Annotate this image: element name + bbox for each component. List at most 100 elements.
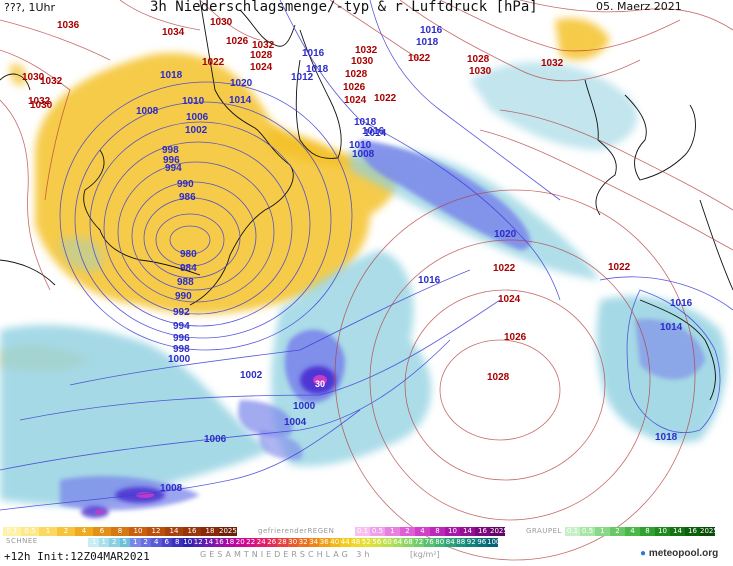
isobar-label-1002: 1002 <box>240 370 263 381</box>
legend-cell: .1 <box>88 538 99 547</box>
legend-cell: 72 <box>413 538 424 547</box>
isobar-label-1014: 1014 <box>229 95 252 106</box>
isobar-label-1010: 1010 <box>349 140 372 151</box>
legend-cell: 0.1 <box>355 527 370 536</box>
isobar-label-994: 994 <box>173 321 190 332</box>
legend-cell: 48 <box>350 538 361 547</box>
isobar-label-1030: 1030 <box>210 17 233 28</box>
legend-unit: [kg/m²] <box>410 550 440 559</box>
legend-cell: 8 <box>111 527 129 536</box>
legend-cell: 20 <box>235 538 246 547</box>
isobar-label-1006: 1006 <box>186 112 209 123</box>
isobar-label-1024: 1024 <box>498 294 521 305</box>
isobar-label-1028: 1028 <box>487 372 510 383</box>
isobar-label-1022: 1022 <box>408 53 431 64</box>
legend-cell: 4 <box>625 527 640 536</box>
precip-max-label: 30 <box>315 379 325 389</box>
coastlines <box>0 0 733 401</box>
isobar-label-1032: 1032 <box>355 45 378 56</box>
isobar-label-996: 996 <box>163 155 180 166</box>
header-model-run: ???, 1Uhr <box>4 1 56 14</box>
isobar-label-1032: 1032 <box>541 58 564 69</box>
init-time: +12h Init:12Z04MAR2021 <box>4 550 150 563</box>
isobar-label-1022: 1022 <box>202 57 225 68</box>
legend-freezing-label: gefrierenderREGEN <box>258 527 335 535</box>
meteopool-logo[interactable]: ● meteopool.org <box>640 548 719 559</box>
legend-cell: 32 <box>298 538 309 547</box>
legend-cell: 8 <box>430 527 445 536</box>
isobar-label-1000: 1000 <box>293 401 316 412</box>
legend-cell: 14 <box>670 527 685 536</box>
legend-cell: 18 <box>201 527 219 536</box>
legend-cell: 16 <box>475 527 490 536</box>
isobar-label-1014: 1014 <box>364 128 387 139</box>
isobar-label-990: 990 <box>175 291 192 302</box>
legend-cell: 18 <box>224 538 235 547</box>
legend-cell: 24 <box>256 538 267 547</box>
isobar-label-1026: 1026 <box>504 332 527 343</box>
legend-cell: 44 <box>340 538 351 547</box>
isobar-label-1030: 1030 <box>22 72 45 83</box>
legend-cell: 6 <box>93 527 111 536</box>
legend-cell: 36 <box>319 538 330 547</box>
isobar-label-1028: 1028 <box>467 54 490 65</box>
legend-cell: 14 <box>165 527 183 536</box>
legend-cell: 28 <box>277 538 288 547</box>
globe-icon: ● <box>640 548 647 559</box>
legend-cell: 40 <box>329 538 340 547</box>
isobar-label-1034: 1034 <box>162 27 185 38</box>
header-date: 05. Maerz 2021 <box>596 0 682 13</box>
isobar-label-1018: 1018 <box>160 70 183 81</box>
legend-cell: 92 <box>466 538 477 547</box>
legend-cell: 0.1 <box>3 527 21 536</box>
isobar-label-1006: 1006 <box>204 434 227 445</box>
isobar-label-1032: 1032 <box>40 76 63 87</box>
isobar-label-1008: 1008 <box>352 149 375 160</box>
legend-cell: 14 <box>203 538 214 547</box>
isobar-label-1030: 1030 <box>351 56 374 67</box>
legend-cell: 1 <box>130 538 141 547</box>
isobar-label-990: 990 <box>177 179 194 190</box>
isobar-label-988: 988 <box>177 277 194 288</box>
legend-cell: 8 <box>640 527 655 536</box>
precip-rain-mid-field <box>60 140 705 511</box>
isobar-label-1024: 1024 <box>344 95 367 106</box>
isobar-label-1016: 1016 <box>420 25 443 36</box>
isobar-label-1032: 1032 <box>252 40 275 51</box>
isobar-label-1024: 1024 <box>250 62 273 73</box>
legend-cell: 34 <box>308 538 319 547</box>
isobar-label-986: 986 <box>179 192 196 203</box>
legend-graupel-label: GRAUPEL <box>526 527 562 535</box>
legend-graupel-scale: 0.1 0.5 1 2 4 8 10 14 16 2025+ <box>565 527 724 536</box>
legend-cell: 6 <box>161 538 172 547</box>
isobar-label-1008: 1008 <box>136 106 159 117</box>
isobar-label-1000: 1000 <box>168 354 191 365</box>
isobar-label-1020: 1020 <box>494 229 517 240</box>
legend-snow-scale: 0.1 0.5 1 2 4 6 8 10 12 14 16 18 2025+ <box>3 527 243 536</box>
legend-cell: 88 <box>455 538 466 547</box>
legend-cell: 68 <box>403 538 414 547</box>
isobar-label-1016: 1016 <box>362 126 385 137</box>
legend: 0.1 0.5 1 2 4 6 8 10 12 14 16 18 2025+ SCHNEE gefrie… <box>0 524 733 566</box>
isobar-label-1018: 1018 <box>354 117 377 128</box>
legend-cell: 64 <box>392 538 403 547</box>
isobar-label-1002: 1002 <box>185 125 208 136</box>
legend-cell: 2 <box>109 538 120 547</box>
isobar-label-1012: 1012 <box>291 72 314 83</box>
legend-cell: 16 <box>685 527 700 536</box>
isobar-label-1028: 1028 <box>345 69 368 80</box>
isobar-label-1004: 1004 <box>284 417 307 428</box>
legend-cell: 4 <box>75 527 93 536</box>
isobar-label-1022: 1022 <box>493 263 516 274</box>
isobar-label-994: 994 <box>165 163 182 174</box>
legend-cell: 10 <box>655 527 670 536</box>
legend-cell: 4 <box>151 538 162 547</box>
legend-cell: 0.5 <box>21 527 39 536</box>
legend-cell: 22 <box>245 538 256 547</box>
legend-cell: 2025+ <box>700 527 724 536</box>
legend-cell: 2025+ <box>219 527 243 536</box>
legend-cell: 16 <box>183 527 201 536</box>
isobar-label-1030: 1030 <box>469 66 492 77</box>
